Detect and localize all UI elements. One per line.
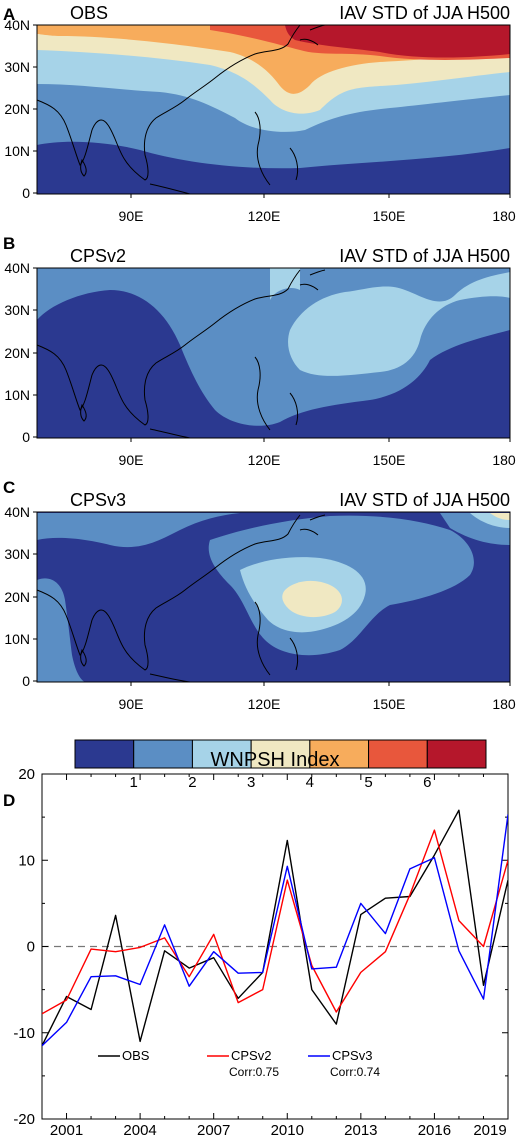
contour-field-c <box>37 512 510 682</box>
series-line-cpsv2 <box>42 829 508 1015</box>
xtick-label: 2007 <box>197 1122 230 1137</box>
map-panel-a: 40N 30N 20N 10N 0 90E 120E 150E 180 A OB… <box>3 3 516 224</box>
colorbar-swatch <box>191 739 252 769</box>
legend-correlation: Corr:0.74 <box>330 1065 380 1079</box>
coastline-a <box>36 24 326 195</box>
ytick-label: 30N <box>4 302 30 318</box>
xtick-label: 180 <box>492 696 516 712</box>
ytick-label: 10 <box>18 852 35 869</box>
xtick-label: 2001 <box>50 1122 83 1137</box>
y-axis-b: 40N 30N 20N 10N 0 <box>4 260 37 445</box>
xtick-label: 120E <box>248 208 281 224</box>
chart-title: WNPSH Index <box>211 749 340 771</box>
y-axis-d: -20 -10 0 10 20 <box>13 766 508 1128</box>
legend-label: CPSv2 <box>231 1048 271 1063</box>
xtick-label: 2010 <box>271 1122 304 1137</box>
colorbar-label: 4 <box>306 774 314 791</box>
colorbar-swatch <box>133 739 193 769</box>
colorbar-label: 1 <box>130 774 138 791</box>
ytick-label: 0 <box>22 673 30 689</box>
ytick-label: -20 <box>13 1111 35 1128</box>
xtick-label: 120E <box>248 696 281 712</box>
xtick-label: 2013 <box>344 1122 377 1137</box>
panel-letter-c: C <box>3 478 15 497</box>
panel-title-a: IAV STD of JJA H500 <box>339 3 510 23</box>
contour-field-a <box>37 25 510 194</box>
ytick-label: 10N <box>4 143 30 159</box>
ytick-label: 20N <box>4 345 30 361</box>
ytick-label: 40N <box>4 17 30 33</box>
panel-letter-b: B <box>3 234 15 253</box>
colorbar-swatch <box>426 739 487 769</box>
ytick-label: 20N <box>4 101 30 117</box>
colorbar-label: 6 <box>423 774 431 791</box>
colorbar-label: 5 <box>364 774 372 791</box>
ytick-label: -10 <box>13 1025 35 1042</box>
xtick-label: 180 <box>492 452 516 468</box>
panel-title-c: IAV STD of JJA H500 <box>339 490 510 510</box>
legend-label: CPSv3 <box>332 1048 372 1063</box>
map-panel-b: 40N 30N 20N 10N 0 90E 120E 150E 180 B CP… <box>3 234 516 468</box>
ytick-label: 30N <box>4 59 30 75</box>
colorbar-label: 2 <box>188 774 196 791</box>
panel-letter-a: A <box>3 5 15 24</box>
xtick-label: 2019 <box>473 1122 506 1137</box>
y-axis-a: 40N 30N 20N 10N 0 <box>4 17 37 201</box>
panel-letter-d: D <box>3 791 15 810</box>
ytick-label: 0 <box>22 429 30 445</box>
xtick-label: 2004 <box>123 1122 156 1137</box>
series-line-cpsv3 <box>42 814 508 1047</box>
colorbar-label: 3 <box>247 774 255 791</box>
ytick-label: 10N <box>4 387 30 403</box>
xtick-label: 2016 <box>418 1122 451 1137</box>
colorbar-swatch <box>74 739 135 769</box>
panel-name-c: CPSv3 <box>70 490 126 510</box>
colorbar-swatch <box>250 739 311 769</box>
x-axis-b: 90E 120E 150E 180 <box>119 438 516 468</box>
ytick-label: 10N <box>4 631 30 647</box>
ytick-label: 0 <box>27 939 35 956</box>
ytick-label: 20N <box>4 589 30 605</box>
xtick-label: 90E <box>119 208 144 224</box>
coastline-c <box>36 514 326 683</box>
xtick-label: 150E <box>373 696 406 712</box>
xtick-label: 180 <box>492 208 516 224</box>
series-lines <box>42 809 508 1047</box>
y-axis-c: 40N 30N 20N 10N 0 <box>4 504 37 689</box>
x-axis-d: 2001 2004 2007 2010 2013 2016 2019 <box>41 774 509 1137</box>
panel-name-a: OBS <box>70 3 108 23</box>
colorbar-swatch <box>368 739 428 769</box>
map-panel-c: 40N 30N 20N 10N 0 90E 120E 150E 180 C CP… <box>3 478 516 712</box>
ytick-label: 40N <box>4 260 30 276</box>
ytick-label: 20 <box>18 766 35 783</box>
ytick-label: 40N <box>4 504 30 520</box>
xtick-label: 150E <box>373 452 406 468</box>
series-line-obs <box>42 809 508 1047</box>
x-axis-a: 90E 120E 150E 180 <box>119 194 516 224</box>
xtick-label: 120E <box>248 452 281 468</box>
coastline-b <box>36 269 326 439</box>
x-axis-c: 90E 120E 150E 180 <box>119 682 516 712</box>
xtick-label: 90E <box>119 452 144 468</box>
legend: OBS CPSv2 Corr:0.75 CPSv3 Corr:0.74 <box>98 1048 380 1079</box>
colorbar-swatch <box>309 739 370 769</box>
legend-label: OBS <box>122 1048 150 1063</box>
legend-correlation: Corr:0.75 <box>229 1065 279 1079</box>
contour-field-b <box>37 268 510 438</box>
xtick-label: 90E <box>119 696 144 712</box>
ytick-label: 30N <box>4 546 30 562</box>
panel-name-b: CPSv2 <box>70 246 126 266</box>
ytick-label: 0 <box>22 185 30 201</box>
xtick-label: 150E <box>373 208 406 224</box>
colorbar: 1 2 3 4 5 6 <box>74 739 487 791</box>
panel-title-b: IAV STD of JJA H500 <box>339 246 510 266</box>
